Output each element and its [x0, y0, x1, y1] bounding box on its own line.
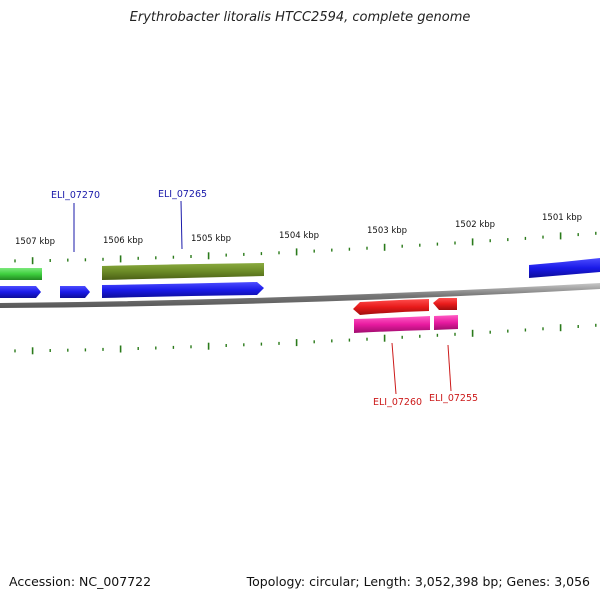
label-line-ELI_07260	[391, 342, 397, 395]
kbp-label-1503: 1503 kbp	[367, 226, 407, 236]
map-title: Erythrobacter litoralis HTCC2594, comple…	[129, 10, 471, 25]
kbp-label-1502: 1502 kbp	[455, 220, 495, 230]
gene-ELI_07260[interactable]	[353, 299, 429, 315]
inner-tick-track	[14, 323, 597, 355]
gene-left-partial[interactable]	[0, 286, 41, 298]
genome-backbone	[0, 283, 600, 308]
blue-feature-right[interactable]	[529, 258, 600, 278]
kbp-label-1504: 1504 kbp	[279, 231, 319, 241]
gene-label-ELI_07265[interactable]: ELI_07265	[158, 189, 207, 200]
outer-tick-track	[14, 231, 597, 265]
olive-feature[interactable]	[102, 263, 264, 280]
gene-ELI_07255[interactable]	[433, 298, 457, 310]
kbp-label-1507: 1507 kbp	[15, 237, 55, 247]
magenta-feature-b[interactable]	[434, 315, 458, 330]
gene-label-ELI_07260[interactable]: ELI_07260	[373, 397, 422, 408]
gene-label-ELI_07255[interactable]: ELI_07255	[429, 393, 478, 404]
gene-ELI_07265[interactable]	[102, 282, 264, 298]
kbp-label-1501: 1501 kbp	[542, 213, 582, 223]
gene-ELI_07270[interactable]	[60, 286, 90, 298]
label-line-ELI_07255	[447, 344, 452, 392]
green-feature-left[interactable]	[0, 268, 42, 280]
accession-text: Accession: NC_007722	[9, 574, 152, 589]
label-line-ELI_07265	[180, 200, 183, 250]
gene-label-ELI_07270[interactable]: ELI_07270	[51, 190, 100, 201]
kbp-label-1505: 1505 kbp	[191, 234, 231, 244]
kbp-label-1506: 1506 kbp	[103, 236, 143, 246]
magenta-feature-a[interactable]	[354, 316, 430, 333]
summary-text: Topology: circular; Length: 3,052,398 bp…	[246, 574, 590, 589]
